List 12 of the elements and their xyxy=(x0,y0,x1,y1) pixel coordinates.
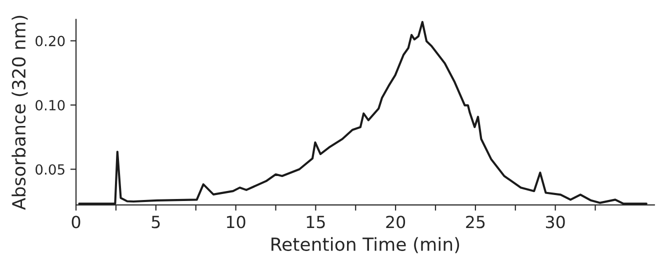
x-tick-label: 5 xyxy=(152,216,160,228)
y-tick-label: 0.05 xyxy=(36,164,64,175)
x-tick-label: 15 xyxy=(306,216,325,228)
y-axis-title: Absorbance (320 nm) xyxy=(12,16,28,210)
x-tick-label: 25 xyxy=(466,216,485,228)
x-tick-label: 30 xyxy=(546,216,565,228)
x-axis-title: Retention Time (min) xyxy=(272,237,460,254)
y-tick-label: 0.10 xyxy=(36,100,65,110)
x-tick-label: 20 xyxy=(386,216,406,228)
y-tick-label: 0.20 xyxy=(36,36,65,46)
x-tick-label: 0 xyxy=(72,216,80,228)
x-tick-label: 10 xyxy=(227,216,246,228)
